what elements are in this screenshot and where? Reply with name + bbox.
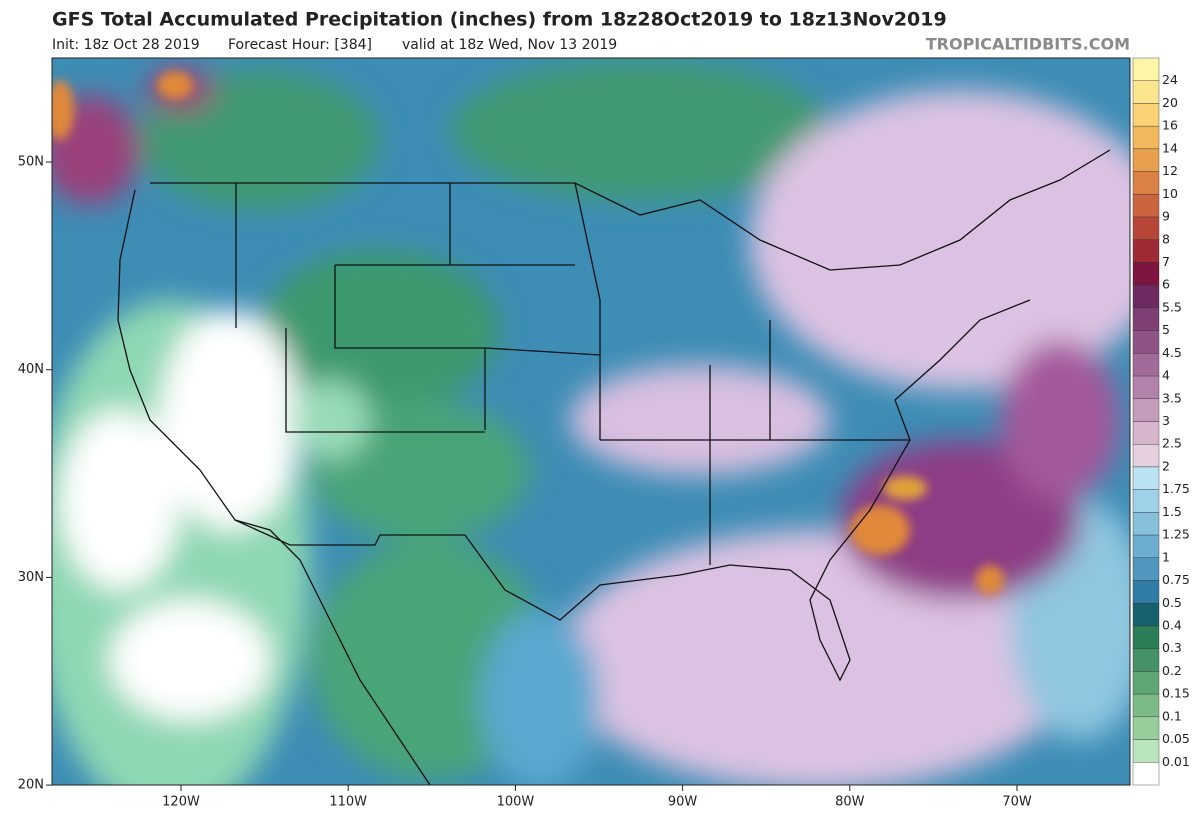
- colorbar-label: 0.75: [1162, 572, 1190, 587]
- colorbar-swatch: [1132, 262, 1160, 286]
- colorbar-label: 6: [1162, 277, 1170, 292]
- colorbar-swatch: [1132, 489, 1160, 513]
- colorbar-label: 16: [1162, 118, 1178, 133]
- lat-label: 40N: [18, 362, 44, 377]
- colorbar-swatch: [1132, 330, 1160, 354]
- colorbar-swatch: [1132, 398, 1160, 422]
- colorbar-swatch: [1132, 125, 1160, 150]
- valid-time: valid at 18z Wed, Nov 13 2019: [402, 37, 617, 53]
- colorbar-swatch: [1132, 648, 1160, 672]
- colorbar-swatch: [1132, 216, 1160, 240]
- init-time: Init: 18z Oct 28 2019: [52, 37, 200, 53]
- colorbar-swatch: [1132, 80, 1160, 104]
- colorbar-label: 0.15: [1162, 686, 1190, 701]
- colorbar-label: 7: [1162, 254, 1170, 269]
- colorbar-label: 4.5: [1162, 345, 1182, 360]
- lat-label: 50N: [18, 155, 44, 170]
- forecast-hour: Forecast Hour: [384]: [228, 37, 372, 53]
- colorbar-swatch: [1132, 534, 1160, 559]
- colorbar-label: 1.75: [1162, 481, 1190, 496]
- colorbar-label: 0.5: [1162, 595, 1182, 610]
- colorbar-swatch: [1132, 739, 1160, 763]
- lon-label: 100W: [497, 795, 535, 810]
- colorbar-swatch: [1132, 444, 1160, 468]
- colorbar-label: 24: [1162, 72, 1178, 87]
- colorbar-swatch: [1132, 307, 1160, 331]
- axes: 50N 40N 30N 20N 120W 110W 100W 90W 80W 70W: [18, 155, 1032, 810]
- colorbar-swatch: [1132, 171, 1160, 195]
- lon-label: 110W: [329, 795, 367, 810]
- colorbar-swatch: [1132, 580, 1160, 604]
- lon-label: 90W: [668, 795, 698, 810]
- lon-label: 80W: [835, 795, 865, 810]
- colorbar-label: 4: [1162, 368, 1170, 383]
- colorbar-label: 0.01: [1162, 754, 1190, 769]
- colorbar-swatch: [1132, 671, 1160, 695]
- colorbar-label: 2.5: [1162, 436, 1182, 451]
- boundaries: [117, 149, 1111, 785]
- colorbar-label: 14: [1162, 140, 1178, 155]
- colorbar-label: 12: [1162, 163, 1178, 178]
- colorbar-swatch: [1132, 239, 1160, 263]
- colorbar-label: 0.4: [1162, 617, 1182, 632]
- colorbar-swatch: [1132, 466, 1160, 490]
- colorbar-label: 0.1: [1162, 708, 1182, 723]
- colorbar-label: 3: [1162, 413, 1170, 428]
- colorbar-swatch: [1132, 148, 1160, 172]
- colorbar-swatch: [1132, 512, 1160, 536]
- colorbar-label: 1.5: [1162, 504, 1182, 519]
- title: GFS Total Accumulated Precipitation (inc…: [52, 9, 947, 31]
- colorbar-swatch: [1132, 375, 1160, 399]
- colorbar-swatch: [1132, 603, 1160, 627]
- colorbar-swatch: [1132, 557, 1160, 581]
- colorbar-label: 0.05: [1162, 731, 1190, 746]
- colorbar-swatch: [1132, 421, 1160, 445]
- colorbar-swatch: [1132, 57, 1160, 81]
- lon-label: 120W: [162, 795, 200, 810]
- colorbar-label: 10: [1162, 186, 1178, 201]
- lat-label: 30N: [18, 570, 44, 585]
- site-credit: TROPICALTIDBITS.COM: [926, 35, 1130, 54]
- colorbar-label: 9: [1162, 209, 1170, 224]
- colorbar-swatch: [1132, 625, 1160, 649]
- map-frame: [51, 57, 1131, 786]
- colorbar: 24 20 16 14 12 10 9 8 7 6 5.5 5 4.5 4 3.5 3 2.5 2 1.75 1.5 1…: [1132, 57, 1190, 786]
- colorbar-label: 8: [1162, 231, 1170, 246]
- colorbar-swatch: [1132, 284, 1160, 309]
- colorbar-swatch: [1132, 194, 1160, 218]
- colorbar-label: 2: [1162, 458, 1170, 473]
- colorbar-swatch: [1132, 716, 1160, 740]
- colorbar-label: 20: [1162, 95, 1178, 110]
- colorbar-label: 0.2: [1162, 663, 1182, 678]
- colorbar-label: 5.5: [1162, 299, 1182, 314]
- precipitation-field: [52, 58, 1130, 785]
- lon-label: 70W: [1002, 795, 1032, 810]
- colorbar-label: 1: [1162, 549, 1170, 564]
- colorbar-label: 3.5: [1162, 390, 1182, 405]
- lat-label: 20N: [18, 778, 44, 793]
- colorbar-label: 0.3: [1162, 640, 1182, 655]
- colorbar-swatch: [1132, 693, 1160, 718]
- colorbar-label: 5: [1162, 322, 1170, 337]
- colorbar-swatch: [1132, 353, 1160, 377]
- colorbar-swatch: [1132, 103, 1160, 127]
- colorbar-swatch: [1132, 762, 1160, 786]
- colorbar-label: 1.25: [1162, 527, 1190, 542]
